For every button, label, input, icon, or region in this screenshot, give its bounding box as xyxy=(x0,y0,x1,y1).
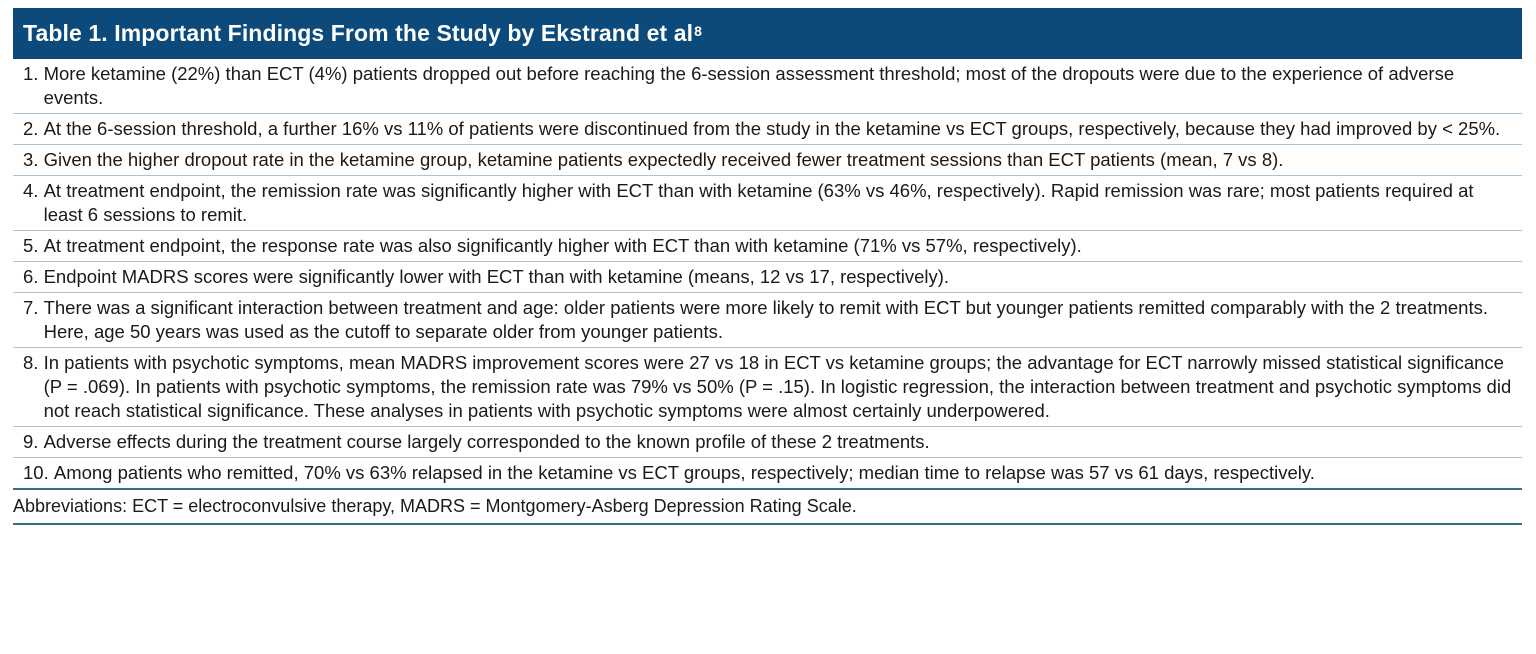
table-row: 4. At treatment endpoint, the remission … xyxy=(13,176,1522,231)
row-text: There was a significant interaction betw… xyxy=(43,297,1488,342)
table-row: 1. More ketamine (22%) than ECT (4%) pat… xyxy=(13,59,1522,114)
row-number: 1. xyxy=(23,63,44,84)
table-row: 7. There was a significant interaction b… xyxy=(13,293,1522,348)
row-text: At treatment endpoint, the response rate… xyxy=(43,235,1082,256)
findings-table: Table 1. Important Findings From the Stu… xyxy=(13,8,1522,525)
row-number: 7. xyxy=(23,297,44,318)
row-number: 5. xyxy=(23,235,44,256)
row-number: 9. xyxy=(23,431,44,452)
table-row: 5. At treatment endpoint, the response r… xyxy=(13,231,1522,262)
table-title-bar: Table 1. Important Findings From the Stu… xyxy=(13,8,1522,59)
row-number: 8. xyxy=(23,352,44,373)
row-text: In patients with psychotic symptoms, mea… xyxy=(43,352,1512,421)
row-number: 4. xyxy=(23,180,44,201)
findings-list: 1. More ketamine (22%) than ECT (4%) pat… xyxy=(13,59,1522,490)
table-title: Table 1. Important Findings From the Stu… xyxy=(23,20,694,46)
row-text: Given the higher dropout rate in the ket… xyxy=(43,149,1284,170)
row-number: 6. xyxy=(23,266,44,287)
row-text: Among patients who remitted, 70% vs 63% … xyxy=(53,462,1315,483)
table-row: 2. At the 6-session threshold, a further… xyxy=(13,114,1522,145)
row-number: 3. xyxy=(23,149,44,170)
table-row: 6. Endpoint MADRS scores were significan… xyxy=(13,262,1522,293)
table-footnote: Abbreviations: ECT = electroconvulsive t… xyxy=(13,490,1522,525)
row-text: At the 6-session threshold, a further 16… xyxy=(43,118,1501,139)
row-text: Endpoint MADRS scores were significantly… xyxy=(43,266,950,287)
row-text: At treatment endpoint, the remission rat… xyxy=(43,180,1474,225)
table-row: 9. Adverse effects during the treatment … xyxy=(13,427,1522,458)
row-number: 2. xyxy=(23,118,44,139)
row-text: Adverse effects during the treatment cou… xyxy=(43,431,930,452)
row-text: More ketamine (22%) than ECT (4%) patien… xyxy=(43,63,1455,108)
title-reference-superscript: 8 xyxy=(694,22,702,39)
table-row: 8. In patients with psychotic symptoms, … xyxy=(13,348,1522,427)
row-number: 10. xyxy=(23,462,54,483)
table-row: 3. Given the higher dropout rate in the … xyxy=(13,145,1522,176)
table-row: 10. Among patients who remitted, 70% vs … xyxy=(13,458,1522,488)
